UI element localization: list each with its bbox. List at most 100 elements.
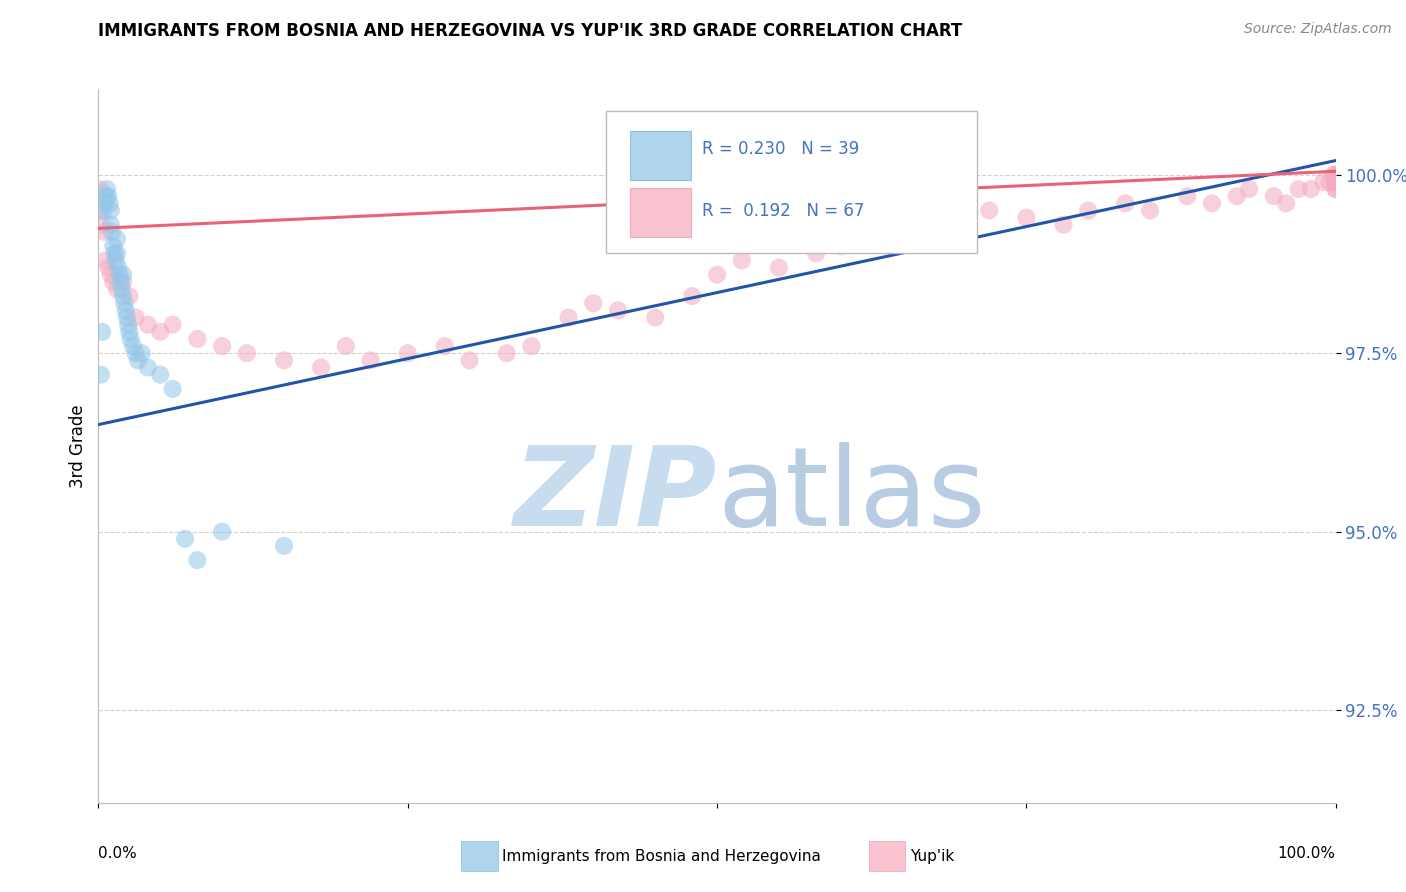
Point: [100, 218, 122, 232]
Point: [731, 253, 754, 268]
Point: [186, 332, 208, 346]
Point: [607, 303, 630, 318]
Text: 100.0%: 100.0%: [1278, 846, 1336, 861]
Point: [149, 325, 172, 339]
Point: [1288, 182, 1310, 196]
Point: [186, 553, 208, 567]
Point: [768, 260, 790, 275]
Point: [1324, 168, 1347, 182]
Point: [103, 275, 125, 289]
Point: [94, 189, 117, 203]
Point: [706, 268, 728, 282]
Point: [100, 268, 122, 282]
Point: [97, 260, 120, 275]
Point: [582, 296, 605, 310]
Point: [495, 346, 517, 360]
Text: Source: ZipAtlas.com: Source: ZipAtlas.com: [1244, 22, 1392, 37]
Point: [1175, 189, 1198, 203]
FancyBboxPatch shape: [630, 187, 692, 237]
Point: [681, 289, 703, 303]
Point: [90, 368, 112, 382]
Point: [830, 239, 852, 253]
Point: [520, 339, 543, 353]
Point: [309, 360, 332, 375]
Point: [91, 325, 114, 339]
Point: [211, 524, 233, 539]
Point: [1237, 182, 1260, 196]
Point: [879, 218, 901, 232]
Point: [93, 203, 115, 218]
Point: [396, 346, 419, 360]
Point: [236, 346, 259, 360]
Point: [1052, 218, 1074, 232]
Point: [644, 310, 666, 325]
Point: [433, 339, 456, 353]
Text: R = 0.230   N = 39: R = 0.230 N = 39: [702, 140, 859, 158]
Point: [104, 253, 127, 268]
Text: ZIP: ZIP: [513, 442, 717, 549]
Point: [162, 318, 184, 332]
Point: [1077, 203, 1099, 218]
Point: [112, 289, 135, 303]
Point: [136, 360, 159, 375]
Point: [1226, 189, 1249, 203]
Point: [979, 203, 1001, 218]
FancyBboxPatch shape: [630, 130, 692, 180]
Point: [131, 346, 153, 360]
Point: [804, 246, 827, 260]
Point: [117, 318, 139, 332]
Point: [93, 225, 115, 239]
Point: [101, 225, 124, 239]
Point: [1263, 189, 1285, 203]
Point: [1324, 175, 1347, 189]
Text: R =  0.192   N = 67: R = 0.192 N = 67: [702, 202, 865, 219]
Point: [1324, 175, 1347, 189]
Point: [273, 539, 295, 553]
Point: [124, 346, 146, 360]
Point: [97, 189, 120, 203]
Point: [211, 339, 233, 353]
Point: [904, 232, 927, 246]
Point: [335, 339, 357, 353]
Point: [1324, 175, 1347, 189]
Point: [1324, 175, 1347, 189]
Text: Immigrants from Bosnia and Herzegovina: Immigrants from Bosnia and Herzegovina: [502, 849, 821, 863]
Point: [90, 203, 112, 218]
Point: [112, 275, 135, 289]
Point: [122, 339, 145, 353]
Point: [91, 218, 114, 232]
Point: [953, 218, 976, 232]
Point: [557, 310, 579, 325]
Point: [112, 268, 135, 282]
Point: [93, 196, 115, 211]
Point: [1015, 211, 1038, 225]
Point: [273, 353, 295, 368]
Point: [105, 282, 128, 296]
Point: [105, 246, 128, 260]
Point: [855, 225, 877, 239]
Point: [458, 353, 481, 368]
Point: [1322, 168, 1344, 182]
Point: [1324, 168, 1347, 182]
Point: [127, 353, 149, 368]
Point: [98, 196, 121, 211]
Point: [174, 532, 197, 546]
Point: [149, 368, 172, 382]
Point: [1299, 182, 1322, 196]
Point: [103, 246, 125, 260]
Point: [105, 232, 128, 246]
Point: [1319, 175, 1341, 189]
Point: [124, 310, 146, 325]
Point: [360, 353, 382, 368]
Point: [107, 260, 129, 275]
Point: [1139, 203, 1161, 218]
Point: [112, 296, 135, 310]
Point: [89, 182, 111, 196]
Point: [1201, 196, 1223, 211]
FancyBboxPatch shape: [606, 111, 977, 253]
Point: [118, 289, 141, 303]
Point: [115, 310, 138, 325]
Point: [120, 332, 142, 346]
Point: [94, 253, 117, 268]
Text: atlas: atlas: [717, 442, 986, 549]
